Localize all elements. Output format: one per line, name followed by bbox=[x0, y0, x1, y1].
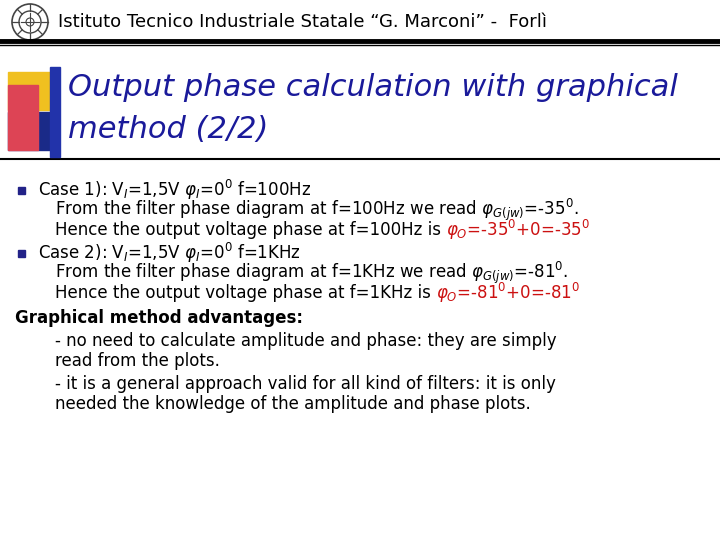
Bar bbox=[18, 187, 25, 194]
Bar bbox=[8, 72, 50, 110]
Text: read from the plots.: read from the plots. bbox=[55, 352, 220, 370]
Text: Case 1): V$_I$=1,5V $\varphi_I$=0$^0$ f=100Hz: Case 1): V$_I$=1,5V $\varphi_I$=0$^0$ f=… bbox=[38, 178, 311, 202]
Text: Case 2): V$_I$=1,5V $\varphi_I$=0$^0$ f=1KHz: Case 2): V$_I$=1,5V $\varphi_I$=0$^0$ f=… bbox=[38, 241, 301, 265]
Bar bbox=[18, 250, 25, 257]
Bar bbox=[8, 85, 38, 150]
Text: Graphical method advantages:: Graphical method advantages: bbox=[15, 309, 303, 327]
Text: - no need to calculate amplitude and phase: they are simply: - no need to calculate amplitude and pha… bbox=[55, 332, 557, 350]
Text: Istituto Tecnico Industriale Statale “G. Marconi” -  Forlì: Istituto Tecnico Industriale Statale “G.… bbox=[58, 13, 547, 31]
Text: - it is a general approach valid for all kind of filters: it is only: - it is a general approach valid for all… bbox=[55, 375, 556, 393]
Text: Output phase calculation with graphical: Output phase calculation with graphical bbox=[68, 73, 678, 103]
Bar bbox=[50, 67, 60, 157]
Bar bbox=[8, 112, 50, 150]
Text: method (2/2): method (2/2) bbox=[68, 116, 269, 145]
Text: needed the knowledge of the amplitude and phase plots.: needed the knowledge of the amplitude an… bbox=[55, 395, 531, 413]
Text: $\varphi_O$=-81$^0$+0=-81$^0$: $\varphi_O$=-81$^0$+0=-81$^0$ bbox=[436, 281, 580, 305]
Text: $\varphi_O$=-35$^0$+0=-35$^0$: $\varphi_O$=-35$^0$+0=-35$^0$ bbox=[446, 218, 590, 242]
Text: From the filter phase diagram at f=1KHz we read $\varphi_{G(jw)}$=-81$^0$.: From the filter phase diagram at f=1KHz … bbox=[55, 260, 568, 286]
Text: From the filter phase diagram at f=100Hz we read $\varphi_{G(jw)}$=-35$^0$.: From the filter phase diagram at f=100Hz… bbox=[55, 197, 579, 223]
Text: Hence the output voltage phase at f=100Hz is: Hence the output voltage phase at f=100H… bbox=[55, 221, 446, 239]
Text: Hence the output voltage phase at f=1KHz is: Hence the output voltage phase at f=1KHz… bbox=[55, 284, 436, 302]
